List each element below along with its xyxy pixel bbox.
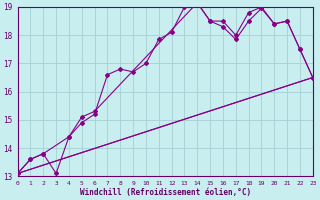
X-axis label: Windchill (Refroidissement éolien,°C): Windchill (Refroidissement éolien,°C) — [80, 188, 251, 197]
